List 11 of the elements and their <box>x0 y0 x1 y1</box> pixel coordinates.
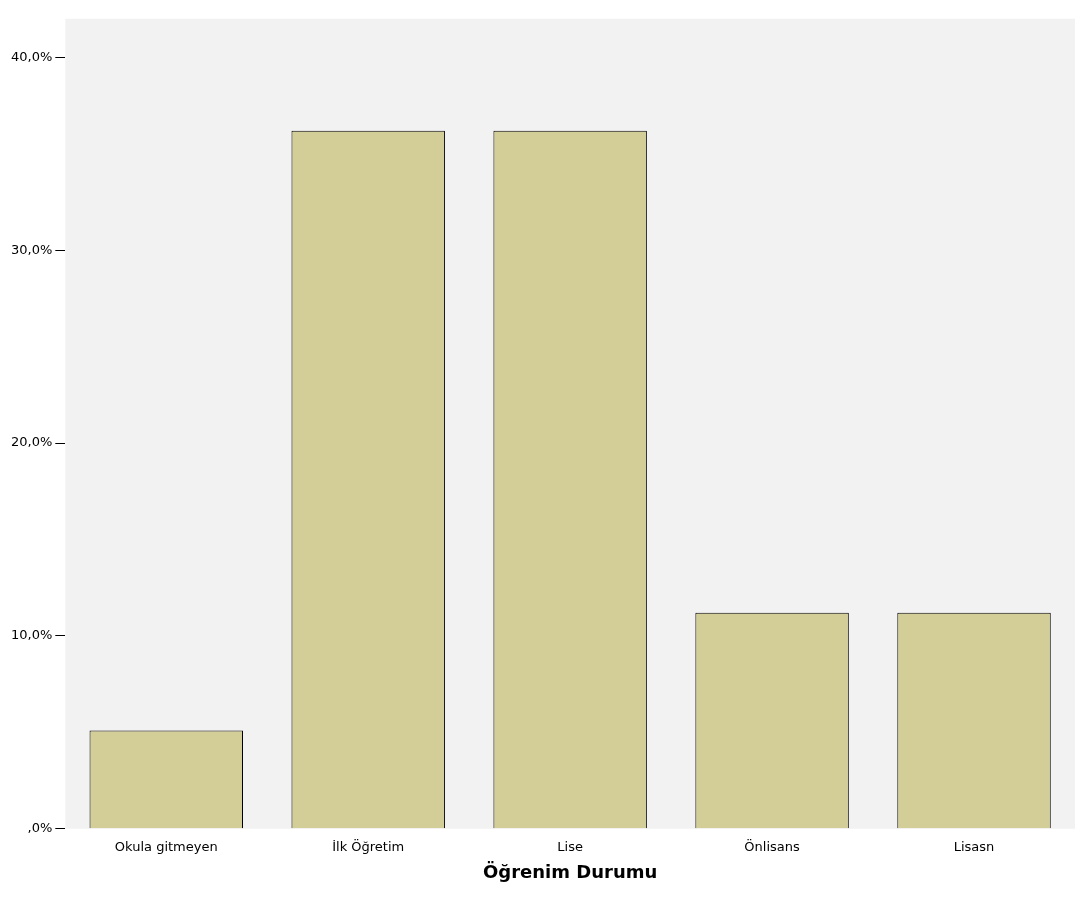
x-tick-label: Okula gitmeyen <box>114 838 218 854</box>
x-tick-label: Lisasn <box>953 838 995 854</box>
y-tick-label: ,0% <box>27 820 53 836</box>
x-tick-label: Lise <box>557 838 583 854</box>
x-tick-label: İlk Öğretim <box>332 837 405 854</box>
x-axis-title: Öğrenim Durumu <box>483 860 658 882</box>
y-tick-label: 10,0% <box>10 627 53 643</box>
x-tick-label: Önlisans <box>744 837 801 854</box>
y-tick-label: 30,0% <box>10 241 53 257</box>
y-tick-label: 40,0% <box>10 48 53 64</box>
y-tick-label: 20,0% <box>10 434 53 450</box>
